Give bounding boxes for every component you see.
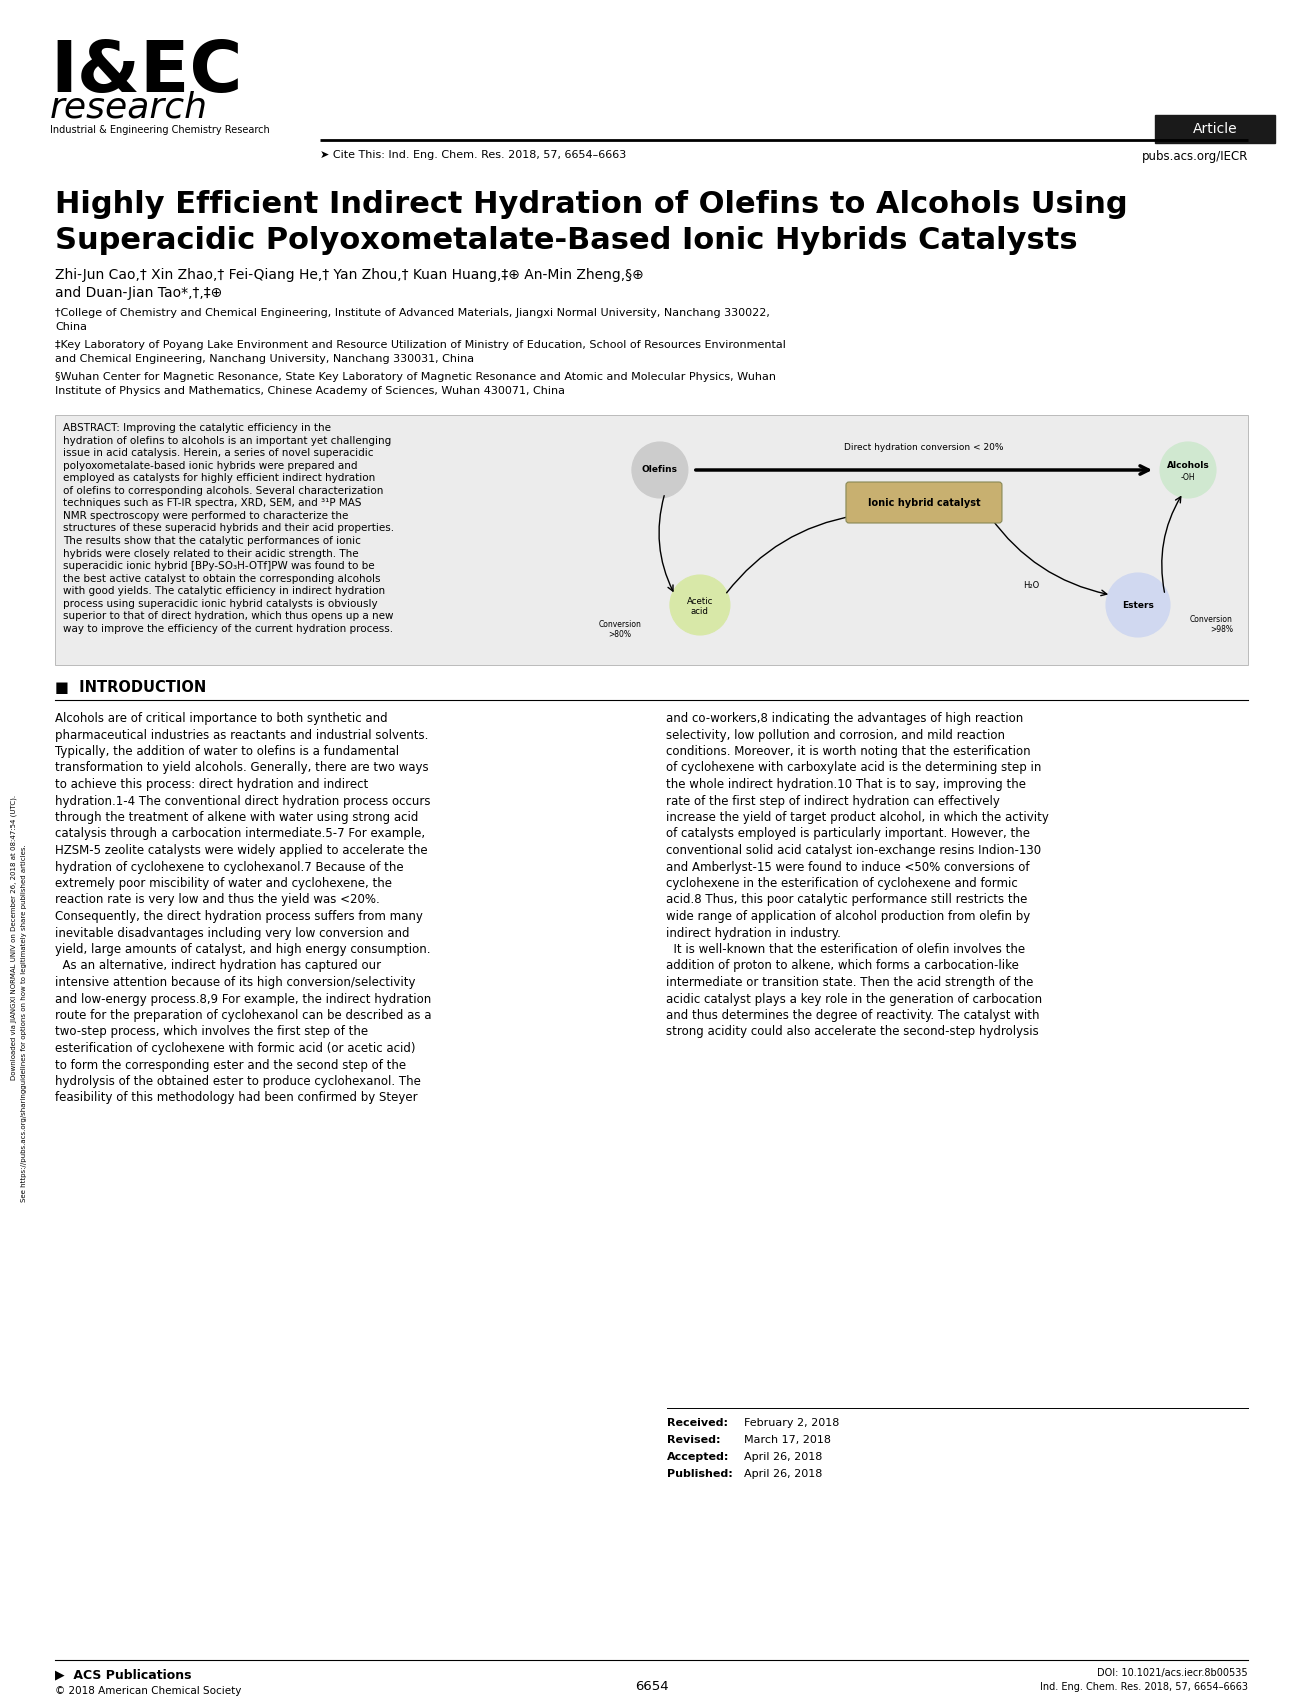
Circle shape: [1106, 573, 1170, 638]
Circle shape: [632, 442, 688, 498]
Text: acid: acid: [691, 607, 709, 617]
Text: ■  INTRODUCTION: ■ INTRODUCTION: [55, 680, 206, 696]
Text: Conversion
>98%: Conversion >98%: [1190, 616, 1233, 634]
Text: April 26, 2018: April 26, 2018: [744, 1453, 823, 1461]
Text: -OH: -OH: [1181, 474, 1195, 483]
Circle shape: [670, 575, 730, 634]
Text: ABSTRACT: Improving the catalytic efficiency in the
hydration of olefins to alco: ABSTRACT: Improving the catalytic effici…: [63, 423, 394, 634]
Text: and Duan-Jian Tao*,†,‡⊕: and Duan-Jian Tao*,†,‡⊕: [55, 286, 223, 300]
Text: Published:: Published:: [667, 1470, 732, 1478]
Text: DOI: 10.1021/acs.iecr.8b00535: DOI: 10.1021/acs.iecr.8b00535: [1097, 1667, 1248, 1678]
Text: March 17, 2018: March 17, 2018: [744, 1436, 831, 1446]
Text: February 2, 2018: February 2, 2018: [744, 1419, 840, 1429]
Text: pubs.acs.org/IECR: pubs.acs.org/IECR: [1141, 150, 1248, 164]
Text: © 2018 American Chemical Society: © 2018 American Chemical Society: [55, 1686, 241, 1696]
Text: Received:: Received:: [667, 1419, 727, 1429]
Text: Revised:: Revised:: [667, 1436, 721, 1446]
Text: and co-workers,8 indicating the advantages of high reaction
selectivity, low pol: and co-workers,8 indicating the advantag…: [667, 713, 1049, 1038]
Text: Industrial & Engineering Chemistry Research: Industrial & Engineering Chemistry Resea…: [50, 124, 270, 135]
Text: Downloaded via JIANGXI NORMAL UNIV on December 26, 2018 at 08:47:54 (UTC).: Downloaded via JIANGXI NORMAL UNIV on De…: [10, 795, 17, 1081]
Text: Superacidic Polyoxometalate-Based Ionic Hybrids Catalysts: Superacidic Polyoxometalate-Based Ionic …: [55, 227, 1078, 256]
Text: research: research: [50, 90, 208, 124]
Text: See https://pubs.acs.org/sharingguidelines for options on how to legitimately sh: See https://pubs.acs.org/sharingguidelin…: [21, 844, 27, 1202]
FancyBboxPatch shape: [55, 414, 1248, 665]
Text: †College of Chemistry and Chemical Engineering, Institute of Advanced Materials,: †College of Chemistry and Chemical Engin…: [55, 309, 770, 319]
Text: H₂O: H₂O: [1023, 580, 1038, 590]
FancyBboxPatch shape: [1154, 114, 1276, 143]
Text: Acetic: Acetic: [687, 597, 713, 607]
Text: Zhi-Jun Cao,† Xin Zhao,† Fei-Qiang He,† Yan Zhou,† Kuan Huang,‡⊕ An-Min Zheng,§⊕: Zhi-Jun Cao,† Xin Zhao,† Fei-Qiang He,† …: [55, 268, 644, 281]
Text: Institute of Physics and Mathematics, Chinese Academy of Sciences, Wuhan 430071,: Institute of Physics and Mathematics, Ch…: [55, 385, 566, 396]
FancyBboxPatch shape: [846, 483, 1002, 523]
Text: §Wuhan Center for Magnetic Resonance, State Key Laboratory of Magnetic Resonance: §Wuhan Center for Magnetic Resonance, St…: [55, 372, 777, 382]
Text: China: China: [55, 322, 87, 332]
Text: ‡Key Laboratory of Poyang Lake Environment and Resource Utilization of Ministry : ‡Key Laboratory of Poyang Lake Environme…: [55, 339, 786, 350]
Text: Alcohols: Alcohols: [1166, 462, 1209, 471]
Circle shape: [1160, 442, 1216, 498]
Text: Conversion
>80%: Conversion >80%: [598, 621, 641, 639]
Text: and Chemical Engineering, Nanchang University, Nanchang 330031, China: and Chemical Engineering, Nanchang Unive…: [55, 355, 474, 363]
Text: Article: Article: [1192, 123, 1238, 136]
Text: April 26, 2018: April 26, 2018: [744, 1470, 823, 1478]
Text: I&EC: I&EC: [50, 38, 242, 107]
Text: 6654: 6654: [635, 1679, 668, 1693]
Text: Highly Efficient Indirect Hydration of Olefins to Alcohols Using: Highly Efficient Indirect Hydration of O…: [55, 189, 1127, 218]
Text: Esters: Esters: [1122, 600, 1154, 609]
Text: ➤ Cite This: Ind. Eng. Chem. Res. 2018, 57, 6654–6663: ➤ Cite This: Ind. Eng. Chem. Res. 2018, …: [321, 150, 627, 160]
Text: Accepted:: Accepted:: [667, 1453, 728, 1461]
Text: Ionic hybrid catalyst: Ionic hybrid catalyst: [868, 498, 980, 508]
Text: Ind. Eng. Chem. Res. 2018, 57, 6654–6663: Ind. Eng. Chem. Res. 2018, 57, 6654–6663: [1040, 1683, 1248, 1691]
Text: Olefins: Olefins: [642, 465, 678, 474]
Text: Alcohols are of critical importance to both synthetic and
pharmaceutical industr: Alcohols are of critical importance to b…: [55, 713, 431, 1105]
Text: ▶  ACS Publications: ▶ ACS Publications: [55, 1667, 192, 1681]
Text: Direct hydration conversion < 20%: Direct hydration conversion < 20%: [844, 443, 1003, 452]
